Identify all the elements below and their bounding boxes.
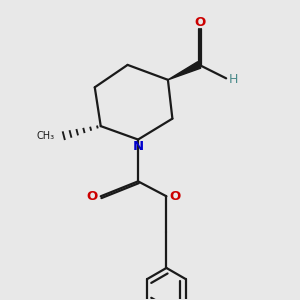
Text: H: H (229, 73, 238, 86)
Text: O: O (194, 16, 206, 29)
Text: N: N (133, 140, 144, 153)
Polygon shape (168, 62, 201, 80)
Text: O: O (87, 190, 98, 203)
Text: O: O (169, 190, 180, 203)
Text: CH₃: CH₃ (37, 131, 55, 141)
